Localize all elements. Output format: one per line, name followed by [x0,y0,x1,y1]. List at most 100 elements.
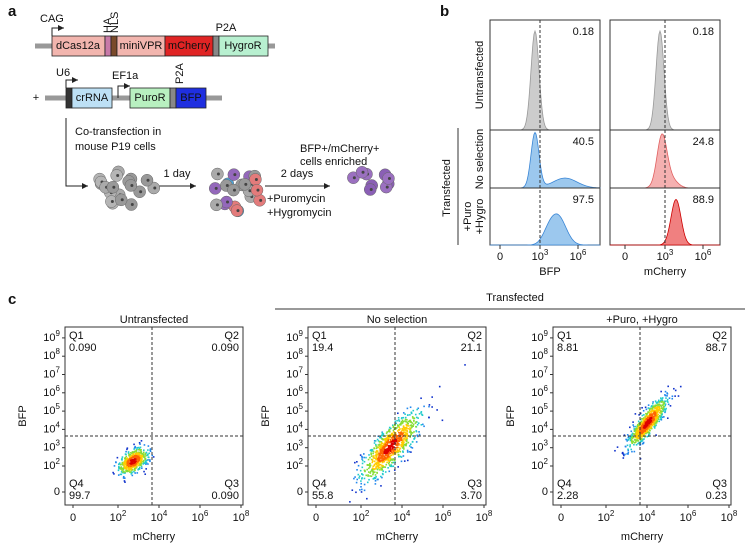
event-dot [406,414,409,417]
event-dot [379,463,382,466]
event-dot [361,473,363,475]
event-dot [405,426,408,429]
event-dot [387,439,390,441]
event-dot [380,448,382,451]
event-dot [144,457,146,460]
event-dot [626,434,629,436]
event-dot [373,457,375,459]
event-dot [382,450,385,452]
event-dot [646,412,649,415]
event-dot [144,461,146,464]
tick-label: 108 [721,509,738,524]
event-dot [112,471,114,474]
event-dot [122,468,125,471]
event-dot [356,469,358,471]
event-dot [364,470,366,473]
event-dot [662,410,665,412]
event-dot [359,469,362,472]
event-dot [381,458,383,460]
tick-label: 104 [43,421,60,436]
event-dot [379,440,381,443]
event-dot [389,465,392,468]
event-dot [631,432,634,435]
event-dot [357,473,360,476]
event-dot [653,413,655,416]
event-dot [643,426,646,429]
event-dot [639,437,642,440]
event-dot [386,434,388,437]
event-dot [652,423,655,425]
nls-box [110,35,118,57]
event-dot [135,451,138,454]
tick-label: 102 [43,457,60,472]
axis-label: BFP [505,405,517,426]
event-dot [400,460,403,463]
promoter-arrow [51,25,64,36]
event-dot [633,430,636,433]
event-dot [390,454,392,457]
event-dot [371,467,374,470]
event-dot [133,451,135,454]
event-dot [413,438,415,440]
tick-label: 104 [531,421,548,436]
event-dot [638,442,640,444]
event-dot [396,437,398,440]
event-dot [406,421,409,424]
event-dot [127,452,130,455]
event-dot [392,453,394,456]
event-dot [636,423,639,426]
event-dot [401,447,404,449]
event-dot [655,413,658,415]
event-dot [386,455,389,458]
percent-label: 24.8 [693,136,714,148]
event-dot [399,455,402,458]
event-dot [390,464,393,466]
event-dot [406,451,409,453]
event-dot [385,443,387,446]
event-dot [638,436,640,439]
event-dot [646,435,648,438]
event-dot [136,459,138,461]
tick-label: 104 [286,421,303,436]
event-dot [626,444,629,447]
event-dot [404,439,407,442]
tick-exp: 2 [122,509,127,518]
event-dot [120,468,122,470]
event-dot [374,468,376,470]
event-dot [644,428,647,431]
event-dot [669,405,672,407]
tick-label: 0 [542,486,548,498]
quadrant-name: Q4 [557,478,572,490]
tick-label: 106 [695,248,712,263]
event-dot [395,422,398,425]
tick-label: 108 [531,347,548,362]
event-dot [128,453,130,456]
event-dot [633,428,636,430]
event-dot [629,437,631,439]
event-dot [397,430,399,432]
event-dot [393,451,395,454]
event-dot [659,418,662,421]
event-dot [431,396,433,398]
event-dot [390,445,392,447]
event-dot [145,463,147,466]
event-dot [382,458,384,460]
event-dot [629,438,632,440]
event-dot [124,467,126,469]
event-dot [381,472,384,475]
event-dot [629,445,631,448]
event-dot [119,463,122,466]
event-dot [368,454,370,456]
event-dot [679,385,682,388]
event-dot [373,447,376,450]
event-dot [123,480,126,482]
event-dot [380,455,382,457]
event-dot [376,471,378,474]
event-dot [388,470,391,473]
event-dot [142,449,145,452]
event-dot [662,405,665,408]
event-dot [376,468,379,471]
tick-exp: 4 [406,509,411,518]
event-dot [645,418,648,421]
event-dot [621,451,624,454]
